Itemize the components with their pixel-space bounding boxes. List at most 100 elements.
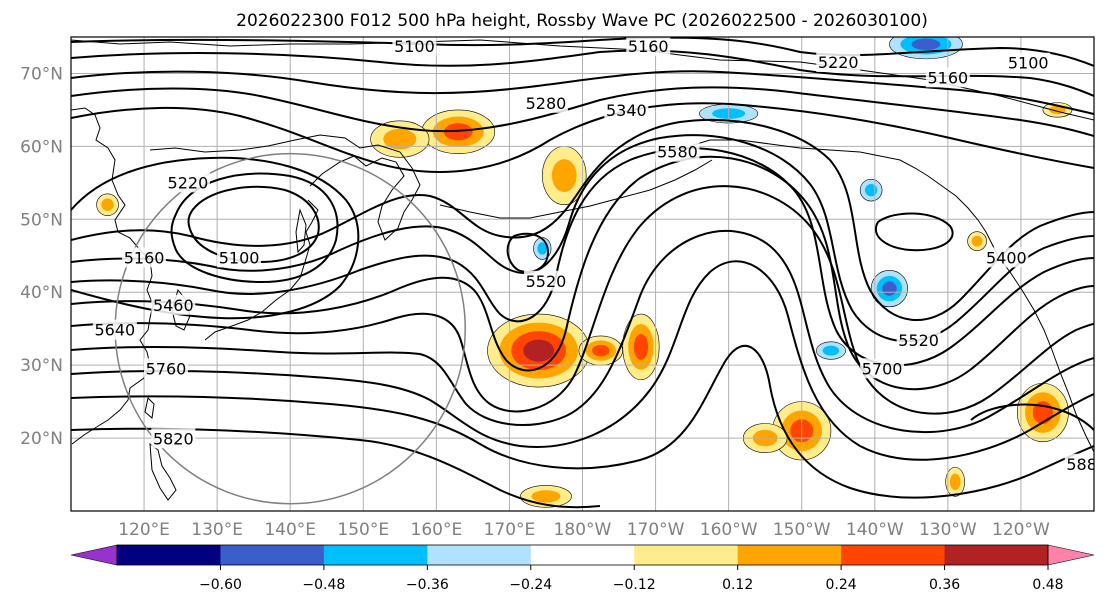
contour-label: 5280 [526,94,567,113]
shade-blob-15-level-2 [911,38,941,51]
contour-label: 5520 [898,331,939,350]
coastline-north-america [997,255,1094,453]
contour-5340 [71,102,1094,173]
contour-label-bg [217,247,262,268]
contour-label: 5160 [628,37,669,56]
longitude-labels: 120°E 130°E 140°E 150°E 160°E 170°E 180°W 170°W… [118,520,1050,540]
contour-small-low [875,212,954,252]
lon-tick-label: 130°W [919,520,977,540]
lon-tick-label: 160°W [700,520,758,540]
shade-blob-18-level-1 [822,345,840,356]
contour-label-bg [392,37,437,56]
contour-label-bg [1006,52,1051,73]
lon-tick-label: 160°E [411,520,463,540]
contour-label: 5460 [153,296,194,315]
contour-label-bg [151,294,196,315]
colorbar-bin [323,545,428,565]
lon-tick-label: 120°W [992,520,1050,540]
shade-blob-17-level-1 [864,183,878,197]
colorbar-bin [117,545,221,565]
coastline-taiwan [144,396,155,419]
colorbar-tick-label: −0.24 [509,577,552,593]
colorbar-frame [116,544,1049,566]
contour-label-bg [143,358,188,379]
contour-5220-north [71,70,1094,115]
contour-5520 [71,147,1094,367]
contour-label-bg [1064,453,1094,474]
colorbar-extend-low [70,544,118,566]
lat-tick-label: 40°N [20,283,63,303]
chart-title: 2026022300 F012 500 hPa height, Rossby W… [236,11,928,31]
shade-blob-12-level-1 [949,473,961,491]
map-frame [70,36,1095,512]
lon-tick-label: 180°W [554,520,612,540]
shade-blob-7-level-1 [551,159,577,193]
shade-blob-5-level-2 [443,123,473,141]
contour-label: 5700 [862,359,903,378]
colorbar-bin [427,545,532,565]
shade-blob-0-level-3 [523,339,555,362]
shade-blob-1-level-2 [592,344,610,357]
contour-label-bg [860,358,905,379]
contour-label: 5100 [1008,54,1049,73]
contour-label: 5340 [606,101,647,120]
contour-label: 5100 [394,37,435,56]
contour-5700 [71,230,1094,434]
shade-blob-6-level-1 [383,128,417,150]
contour-label: 5520 [526,272,567,291]
lon-tick-label: 170°E [484,520,536,540]
shade-blob-11-level-1 [971,235,983,247]
contour-label-bg [122,247,167,268]
coastline-japan [204,199,319,341]
contour-label-bg [604,100,649,121]
lat-tick-label: 70°N [20,64,63,84]
colorbar-tick-label: 0.48 [1032,577,1063,593]
contour-label-bg [626,37,671,56]
contour-5400 [71,118,1094,321]
colorbar-tick-label: −0.12 [613,577,656,593]
contour-5820 [71,345,1094,499]
contour-5760 [71,260,1094,461]
lat-tick-label: 30°N [20,356,63,376]
contour-5100-low [187,185,320,264]
coastline-aleutians [439,159,713,219]
colorbar-tick-label: 0.12 [722,577,753,593]
contour-5160-low [170,172,339,284]
contour-label: 5820 [153,429,194,448]
colorbar-bin [737,545,842,565]
colorbar: −0.60 −0.48 −0.36 −0.24 −0.12 0.12 0.24 0.36 0.4… [70,544,1095,593]
contour-5460 [71,134,1094,343]
contour-label: 5160 [124,248,165,267]
colorbar-bin [220,545,325,565]
shade-blob-19-level-1 [537,242,548,255]
lon-tick-label: 140°E [264,520,316,540]
contour-label: 5220 [818,53,859,72]
lon-tick-label: 130°E [191,520,243,540]
contour-5640 [71,185,1094,415]
colorbar-bin [530,545,635,565]
contour-5220-low [71,156,360,320]
shade-blob-10-level-1 [101,198,114,211]
shade-blob-2-level-2 [633,333,649,360]
contour-label: 5640 [94,321,135,340]
contour-5580 [71,155,1094,391]
contour-label: 5400 [986,248,1027,267]
colorbar-tick-label: −0.36 [406,577,449,593]
contour-label-bg [925,67,970,88]
contour-label-bg [896,329,941,350]
contour-labels: 5100 5160 5220 5160 5100 5280 5340 5580 5220 5160… [92,37,1094,474]
colorbar-tick-label: 0.24 [826,577,857,593]
colorbar-tick-label: −0.48 [302,577,345,593]
contour-label: 5580 [657,143,698,162]
lon-tick-label: 170°W [627,520,685,540]
contour-label-bg [523,92,568,113]
lon-tick-label: 120°E [118,520,170,540]
contour-label-bg [655,141,700,162]
lon-tick-label: 150°W [773,520,831,540]
contour-label-bg [165,172,210,193]
coastline-sakhalin [295,208,307,254]
colorbar-bin [841,545,946,565]
lat-tick-label: 20°N [20,429,63,449]
colorbar-tick-label: −0.60 [199,577,242,593]
